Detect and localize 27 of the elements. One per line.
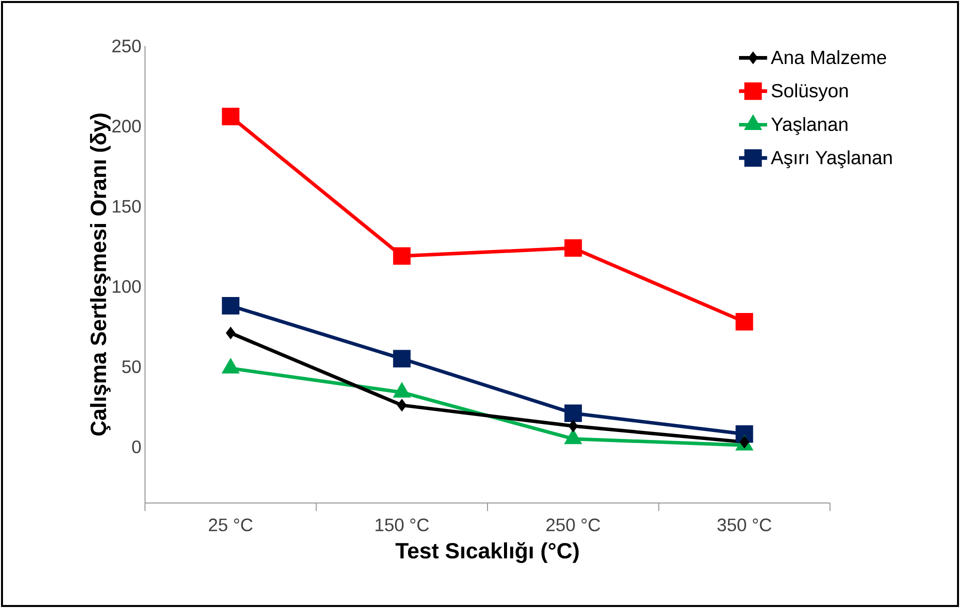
x-axis-title: Test Sıcaklığı (°C) xyxy=(396,542,579,563)
x-tick-label: 25 °C xyxy=(208,518,253,532)
point xyxy=(393,350,411,368)
point xyxy=(226,326,236,340)
point xyxy=(564,404,582,422)
point xyxy=(222,108,240,126)
y-tick-label: 150 xyxy=(112,200,141,213)
point xyxy=(736,313,754,331)
y-axis-title: Çalışma Sertleşmesi Oranı (δy) xyxy=(90,114,111,436)
legend-label: Aşırı Yaşlanan xyxy=(770,150,892,168)
point xyxy=(222,297,240,315)
y-tick-label: 50 xyxy=(122,360,141,374)
y-tick-label: 100 xyxy=(112,280,141,293)
x-tick-label: 150 °C xyxy=(376,518,429,532)
legend-label: Ana Malzeme xyxy=(770,50,886,64)
y-tick-label: 200 xyxy=(112,120,141,133)
x-tick-label: 350 °C xyxy=(717,518,772,532)
point xyxy=(740,436,750,448)
legend-label: Solüsyon xyxy=(772,83,848,102)
legend-label: Yaşlanan xyxy=(771,117,848,135)
point xyxy=(564,239,582,257)
y-tick-label: 250 xyxy=(112,40,141,52)
x-tick-label: 250 °C xyxy=(546,518,600,532)
point xyxy=(568,420,578,432)
point xyxy=(397,398,407,412)
point xyxy=(393,247,411,265)
y-tick-label: 0 xyxy=(132,440,141,454)
